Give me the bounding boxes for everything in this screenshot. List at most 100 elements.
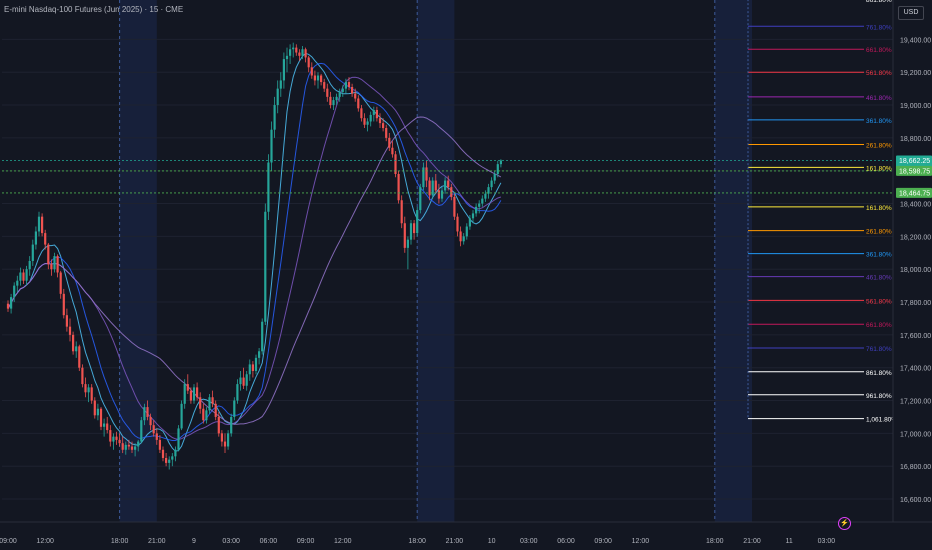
candle <box>34 231 37 245</box>
candle <box>400 200 403 224</box>
candle <box>239 377 242 385</box>
candle <box>310 67 313 76</box>
candle <box>416 210 419 234</box>
candle <box>320 75 323 83</box>
candle <box>475 206 478 214</box>
candle <box>490 180 493 188</box>
candle <box>406 239 409 248</box>
fib-level-label: 661.80% - <box>866 47 896 54</box>
fib-level-label: 361.80% - <box>866 252 896 259</box>
fib-level-label: 261.80% - <box>866 229 896 236</box>
candle <box>28 261 31 270</box>
candle <box>161 449 165 458</box>
candle <box>155 433 158 440</box>
candle <box>344 82 347 89</box>
candle <box>431 180 434 196</box>
moving-average-line <box>7 116 502 425</box>
fib-level-label: 761.80% - <box>866 346 896 353</box>
time-tick-label: 03:00 <box>520 538 538 545</box>
candle <box>130 446 134 450</box>
candle <box>372 109 375 115</box>
candle <box>149 416 152 426</box>
candle <box>118 439 121 444</box>
currency-button[interactable]: USD <box>898 6 924 20</box>
candle <box>214 403 217 417</box>
lightning-icon[interactable]: ⚡ <box>838 517 851 530</box>
candle <box>245 374 248 386</box>
candle <box>493 174 496 181</box>
candle <box>347 82 351 87</box>
time-tick-label: 11 <box>786 538 793 545</box>
candle <box>143 407 146 421</box>
candle <box>152 425 155 434</box>
candle <box>137 441 140 447</box>
candle <box>301 49 304 56</box>
candle <box>447 180 450 188</box>
candle <box>50 264 53 270</box>
candle <box>289 49 292 56</box>
candle <box>369 114 372 122</box>
candle <box>22 272 25 281</box>
candle <box>171 456 174 460</box>
candle <box>202 408 205 421</box>
chart-title: E-mini Nasdaq-100 Futures (Jun 2025) · 1… <box>4 5 184 14</box>
candle <box>270 129 273 163</box>
time-tick-label: 18:00 <box>111 538 129 545</box>
price-tick-label: 19,000.00 <box>900 103 931 110</box>
candle <box>53 256 56 270</box>
candle <box>99 408 103 427</box>
candle <box>403 223 406 248</box>
candle <box>211 397 214 404</box>
price-tag-label: 18,464.75 <box>899 190 930 197</box>
candle <box>93 400 96 416</box>
candle <box>189 390 192 401</box>
candle <box>25 269 28 281</box>
candle <box>385 128 388 138</box>
time-tick-label: 9 <box>192 538 196 545</box>
candle <box>186 384 189 391</box>
candle <box>10 297 13 309</box>
candle <box>444 180 447 191</box>
candle <box>329 96 332 106</box>
candle <box>199 397 202 409</box>
candle <box>90 387 93 401</box>
price-tick-label: 17,800.00 <box>900 300 931 307</box>
price-tag-label: 18,598.75 <box>899 168 930 175</box>
candle <box>437 190 440 199</box>
candle <box>267 162 270 212</box>
fib-level-label: 161.80% - <box>866 205 896 212</box>
candle <box>87 387 90 393</box>
candle <box>471 213 475 219</box>
candle <box>16 280 19 286</box>
candle <box>462 236 465 242</box>
candle <box>254 357 258 371</box>
candle <box>103 423 106 427</box>
fib-level-label: 461.80% - <box>866 95 896 102</box>
candle <box>168 459 171 463</box>
fib-level-label: 361.80% - <box>866 118 896 125</box>
candle <box>428 180 431 196</box>
candle <box>227 433 230 447</box>
candle <box>65 315 68 327</box>
candle <box>335 96 338 101</box>
session-shade <box>714 0 752 522</box>
candle <box>140 420 143 442</box>
price-tick-label: 17,600.00 <box>900 333 931 340</box>
time-tick-label: 09:00 <box>297 538 315 545</box>
candle <box>316 75 320 81</box>
candle <box>282 59 285 81</box>
session-shade <box>417 0 455 522</box>
candle <box>177 428 180 450</box>
candle <box>375 109 378 119</box>
price-tick-label: 18,200.00 <box>900 234 931 241</box>
candle <box>205 410 208 421</box>
candle <box>354 93 357 99</box>
price-tag <box>896 187 932 198</box>
candle <box>75 346 78 352</box>
candle <box>37 216 41 232</box>
fib-level-label: 561.80% - <box>866 298 896 305</box>
candle <box>413 223 416 234</box>
candle <box>208 397 211 411</box>
candle <box>496 164 499 174</box>
